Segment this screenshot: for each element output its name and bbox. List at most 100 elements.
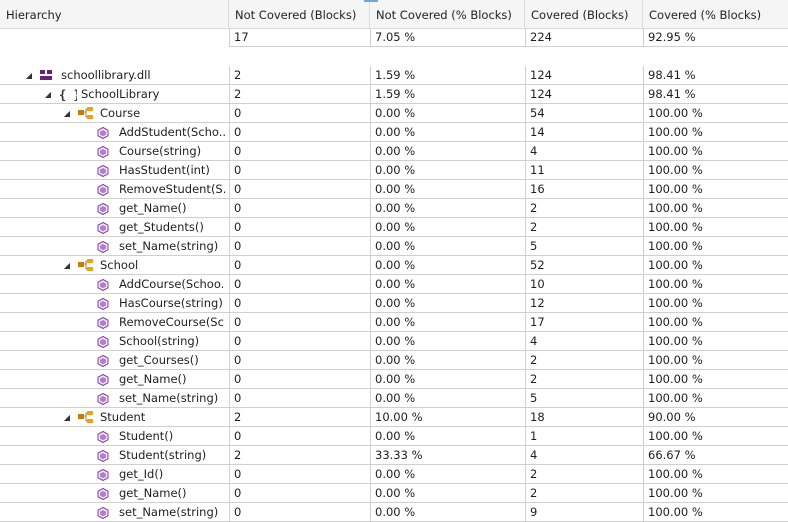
not-covered-pct-cell: 0.00 % — [370, 427, 525, 446]
hierarchy-cell: Student(string) — [0, 446, 229, 465]
not-covered-pct-cell: 33.33 % — [370, 446, 525, 465]
column-header-not-covered-blocks[interactable]: Not Covered (Blocks) — [229, 0, 370, 28]
not-covered-pct-cell: 0.00 % — [370, 142, 525, 161]
expand-collapse-arrow-icon[interactable]: ◢ — [44, 90, 52, 99]
not-covered-pct-cell: 1.59 % — [370, 85, 525, 104]
not-covered-pct-cell: 0.00 % — [370, 104, 525, 123]
hierarchy-cell: ◢ School — [0, 256, 229, 275]
hierarchy-cell: Student() — [0, 427, 229, 446]
method-icon — [97, 123, 109, 141]
covered-pct-cell: 98.41 % — [643, 66, 788, 85]
tree-row[interactable]: HasCourse(string) 0 0.00 % 12 100.00 % — [0, 294, 788, 313]
hierarchy-cell: AddCourse(Schoo... — [0, 275, 229, 294]
covered-blocks-cell: 17 — [525, 313, 643, 332]
method-icon — [97, 503, 109, 521]
hierarchy-label: SchoolLibrary — [81, 87, 160, 101]
tree-row[interactable]: set_Name(string) 0 0.00 % 5 100.00 % — [0, 389, 788, 408]
hierarchy-label: get_Name() — [119, 372, 187, 386]
covered-blocks-cell: 5 — [525, 237, 643, 256]
tree-row[interactable]: get_Id() 0 0.00 % 2 100.00 % — [0, 465, 788, 484]
tree-row[interactable]: School(string) 0 0.00 % 4 100.00 % — [0, 332, 788, 351]
class-icon — [78, 256, 94, 274]
covered-blocks-cell: 54 — [525, 104, 643, 123]
not-covered-pct-cell: 10.00 % — [370, 408, 525, 427]
hierarchy-label: Course — [100, 106, 141, 120]
covered-pct-cell: 100.00 % — [643, 275, 788, 294]
not-covered-pct-cell: 0.00 % — [370, 370, 525, 389]
hierarchy-cell: HasStudent(int) — [0, 161, 229, 180]
hierarchy-cell: set_Name(string) — [0, 503, 229, 522]
covered-pct-cell: 100.00 % — [643, 351, 788, 370]
hierarchy-cell: School(string) — [0, 332, 229, 351]
method-icon — [97, 199, 109, 217]
method-icon — [97, 446, 109, 464]
tree-row[interactable]: AddStudent(Scho... 0 0.00 % 14 100.00 % — [0, 123, 788, 142]
method-icon — [97, 427, 109, 445]
not-covered-pct-cell: 0.00 % — [370, 256, 525, 275]
covered-pct-cell: 100.00 % — [643, 503, 788, 522]
covered-pct-cell: 100.00 % — [643, 142, 788, 161]
hierarchy-cell: get_Students() — [0, 218, 229, 237]
covered-blocks-cell: 11 — [525, 161, 643, 180]
tree-row[interactable]: get_Name() 0 0.00 % 2 100.00 % — [0, 484, 788, 503]
not-covered-pct-cell: 0.00 % — [370, 332, 525, 351]
covered-pct-cell: 100.00 % — [643, 427, 788, 446]
covered-pct-cell: 100.00 % — [643, 313, 788, 332]
expand-collapse-arrow-icon[interactable]: ◢ — [63, 261, 71, 270]
tree-row[interactable]: Course(string) 0 0.00 % 4 100.00 % — [0, 142, 788, 161]
expand-collapse-arrow-icon[interactable]: ◢ — [63, 109, 71, 118]
tree-row[interactable]: set_Name(string) 0 0.00 % 5 100.00 % — [0, 237, 788, 256]
covered-blocks-cell: 124 — [525, 85, 643, 104]
not-covered-blocks-cell: 0 — [229, 256, 370, 275]
column-header-covered-blocks[interactable]: Covered (Blocks) — [525, 0, 643, 28]
method-icon — [97, 161, 109, 179]
tree-row[interactable]: ◢ Course 0 0.00 % 54 100.00 % — [0, 104, 788, 123]
hierarchy-cell: Course(string) — [0, 142, 229, 161]
hierarchy-cell: ◢ { } SchoolLibrary — [0, 85, 229, 104]
covered-pct-cell: 100.00 % — [643, 389, 788, 408]
tree-row[interactable]: Student() 0 0.00 % 1 100.00 % — [0, 427, 788, 446]
tree-row[interactable]: get_Name() 0 0.00 % 2 100.00 % — [0, 199, 788, 218]
tree-row[interactable]: ◢ School 0 0.00 % 52 100.00 % — [0, 256, 788, 275]
not-covered-pct-cell: 0.00 % — [370, 313, 525, 332]
column-header-row: Hierarchy Not Covered (Blocks) Not Cover… — [0, 0, 788, 29]
covered-blocks-cell: 2 — [525, 465, 643, 484]
covered-blocks-cell: 124 — [525, 66, 643, 85]
tree-row[interactable]: ◢ Student 2 10.00 % 18 90.00 % — [0, 408, 788, 427]
column-header-covered-pct[interactable]: Covered (% Blocks) — [649, 8, 762, 22]
hierarchy-label: Student(string) — [119, 448, 207, 462]
covered-pct-cell: 100.00 % — [643, 237, 788, 256]
expand-collapse-arrow-icon[interactable]: ◢ — [25, 71, 33, 80]
totals-not-covered-pct: 7.05 % — [370, 28, 525, 47]
not-covered-blocks-cell: 2 — [229, 446, 370, 465]
covered-pct-cell: 100.00 % — [643, 370, 788, 389]
tree-row[interactable]: get_Name() 0 0.00 % 2 100.00 % — [0, 370, 788, 389]
totals-row[interactable]: 17 7.05 % 224 92.95 % — [0, 28, 788, 47]
covered-pct-cell: 66.67 % — [643, 446, 788, 465]
tree-row[interactable]: HasStudent(int) 0 0.00 % 11 100.00 % — [0, 161, 788, 180]
totals-covered-pct: 92.95 % — [643, 28, 788, 47]
tree-row[interactable]: get_Students() 0 0.00 % 2 100.00 % — [0, 218, 788, 237]
tree-row[interactable]: RemoveStudent(S... 0 0.00 % 16 100.00 % — [0, 180, 788, 199]
not-covered-blocks-cell: 2 — [229, 85, 370, 104]
covered-blocks-cell: 4 — [525, 142, 643, 161]
tree-row[interactable]: AddCourse(Schoo... 0 0.00 % 10 100.00 % — [0, 275, 788, 294]
class-icon — [78, 408, 94, 426]
expand-collapse-arrow-icon[interactable]: ◢ — [63, 413, 71, 422]
method-icon — [97, 275, 109, 293]
covered-pct-cell: 100.00 % — [643, 484, 788, 503]
column-header-hierarchy[interactable]: Hierarchy — [0, 0, 229, 28]
tree-row[interactable]: get_Courses() 0 0.00 % 2 100.00 % — [0, 351, 788, 370]
not-covered-pct-cell: 0.00 % — [370, 275, 525, 294]
hierarchy-cell: get_Name() — [0, 370, 229, 389]
tree-row[interactable]: RemoveCourse(Sc... 0 0.00 % 17 100.00 % — [0, 313, 788, 332]
tree-row[interactable]: set_Name(string) 0 0.00 % 9 100.00 % — [0, 503, 788, 522]
tree-row[interactable]: Student(string) 2 33.33 % 4 66.67 % — [0, 446, 788, 465]
hierarchy-cell: AddStudent(Scho... — [0, 123, 229, 142]
tree-row[interactable]: ◢ schoollibrary.dll 2 1.59 % 124 98.41 % — [0, 66, 788, 85]
not-covered-pct-cell: 0.00 % — [370, 199, 525, 218]
hierarchy-cell: get_Courses() — [0, 351, 229, 370]
column-header-not-covered-pct[interactable]: Not Covered (% Blocks) — [370, 0, 525, 28]
not-covered-blocks-cell: 2 — [229, 66, 370, 85]
